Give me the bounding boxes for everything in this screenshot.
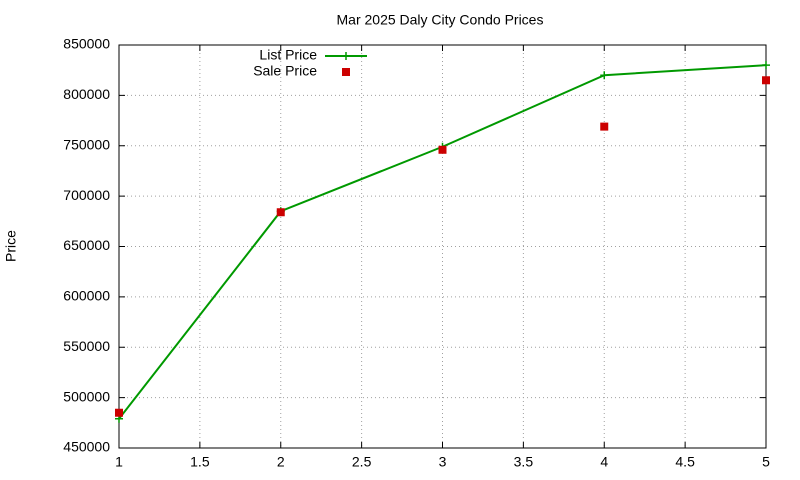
point: [115, 408, 123, 417]
y-tick-label: 650000: [63, 237, 110, 253]
point: [762, 61, 770, 70]
x-tick-label: 4.5: [675, 454, 695, 470]
y-tick-label: 800000: [63, 86, 110, 102]
y-tick-label: 750000: [63, 136, 110, 152]
y-tick-label: 850000: [63, 36, 110, 52]
x-tick-label: 2.5: [352, 454, 372, 470]
x-tick-label: 4: [600, 454, 608, 470]
legend-marker: [342, 68, 350, 76]
legend-marker: [342, 52, 350, 60]
chart-title: Mar 2025 Daly City Condo Prices: [337, 12, 544, 28]
y-tick-label: 550000: [63, 338, 110, 354]
x-tick-label: 3: [439, 454, 447, 470]
plot-frame: [118, 44, 767, 449]
y-axis-label: Price: [3, 230, 19, 262]
legend-label: Sale Price: [253, 63, 317, 79]
point: [600, 122, 609, 131]
point: [600, 71, 609, 80]
x-tick-label: 2: [277, 454, 285, 470]
y-tick-label: 450000: [63, 439, 110, 455]
y-tick-label: 700000: [63, 187, 110, 203]
legend-label: List Price: [259, 47, 317, 63]
y-tick-label: 600000: [63, 288, 110, 304]
point: [762, 76, 770, 85]
x-tick-label: 5: [762, 454, 770, 470]
y-tick-label: 500000: [63, 388, 110, 404]
x-tick-label: 1.5: [190, 454, 210, 470]
point: [276, 208, 285, 217]
x-tick-label: 1: [115, 454, 123, 470]
x-tick-label: 3.5: [514, 454, 534, 470]
point: [438, 145, 447, 154]
